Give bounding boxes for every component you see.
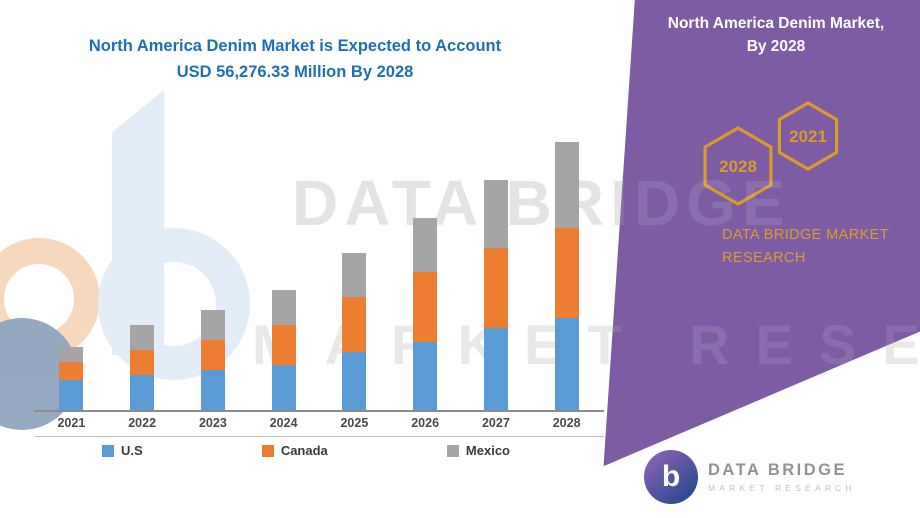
- bar-segment-mexico-2027: [483, 180, 508, 248]
- hexagon-2021-icon: [777, 101, 839, 171]
- bar-segment-mexico-2026: [413, 218, 438, 272]
- bar-slot-2028: [531, 120, 602, 410]
- x-axis-label-2021: 2021: [57, 416, 86, 430]
- bar-segment-canada-2027: [483, 248, 508, 328]
- bar-segment-us-2027: [483, 328, 508, 410]
- bar-column-2027: [483, 180, 508, 410]
- bar-segment-us-2025: [342, 352, 367, 410]
- bar-segment-us-2022: [130, 375, 155, 410]
- bar-slot-2027: [461, 120, 532, 410]
- bar-segment-us-2024: [271, 365, 296, 410]
- hexagon-2028-icon: [703, 126, 773, 206]
- bar-segment-canada-2022: [130, 350, 155, 375]
- legend-label-mexico: Mexico: [465, 443, 510, 458]
- bar-slot-2025: [319, 120, 390, 410]
- bar-column-2024: [271, 290, 296, 410]
- x-axis-labels: 2021 2022 2023 2024 2025 2026 2027 2028: [36, 416, 602, 430]
- bar-segment-canada-2024: [271, 325, 296, 365]
- bar-column-2026: [413, 218, 438, 410]
- bar-slot-2023: [178, 120, 249, 410]
- bar-column-2025: [342, 253, 367, 410]
- hexagon-2028-label: 2028: [719, 157, 757, 176]
- footer-logo-text: DATA BRIDGE MARKET RESEARCH: [708, 461, 856, 493]
- x-axis-label-2025: 2025: [340, 416, 369, 430]
- legend-swatch-canada: [261, 444, 274, 457]
- bar-column-2023: [200, 310, 225, 410]
- axis-underline: [34, 436, 604, 437]
- brand-text: DATA BRIDGE MARKET RESEARCH: [722, 224, 889, 270]
- bar-segment-mexico-2028: [554, 142, 579, 228]
- dbmr-logo-icon: b: [644, 450, 698, 504]
- legend-label-canada: Canada: [280, 443, 328, 458]
- bar-slot-2026: [390, 120, 461, 410]
- chart-title-line1: North America Denim Market is Expected t…: [88, 37, 502, 55]
- legend-swatch-mexico: [446, 444, 459, 457]
- bar-column-2028: [554, 142, 579, 410]
- x-axis-label-2028: 2028: [552, 416, 581, 430]
- bar-segment-us-2026: [413, 342, 438, 410]
- footer-logo: b DATA BRIDGE MARKET RESEARCH: [644, 450, 856, 504]
- bar-slot-2024: [248, 120, 319, 410]
- x-axis-label-2026: 2026: [411, 416, 440, 430]
- bar-segment-mexico-2022: [130, 325, 155, 350]
- panel-title-line2: By 2028: [746, 38, 806, 56]
- x-axis-label-2023: 2023: [198, 416, 227, 430]
- bars-area: [36, 120, 602, 410]
- legend-item-us: U.S: [102, 443, 143, 458]
- bar-segment-us-2023: [200, 370, 225, 410]
- bar-segment-mexico-2024: [271, 290, 296, 325]
- footer-logo-subtitle: MARKET RESEARCH: [708, 483, 856, 493]
- bar-column-2022: [130, 325, 155, 410]
- bar-slot-2022: [107, 120, 178, 410]
- x-axis-label-2022: 2022: [128, 416, 157, 430]
- legend-item-canada: Canada: [261, 443, 328, 458]
- x-axis-line: [34, 410, 604, 412]
- panel-title-line1: North America Denim Market,: [667, 15, 885, 32]
- panel-title: North America Denim Market, By 2028: [640, 12, 912, 59]
- x-axis-label-2027: 2027: [481, 416, 510, 430]
- bar-segment-mexico-2021: [59, 347, 84, 362]
- legend-label-us: U.S: [121, 443, 143, 458]
- x-axis-label-2024: 2024: [269, 416, 298, 430]
- chart-title-line2: USD 56,276.33 Million By 2028: [176, 62, 414, 81]
- dbmr-logo-glyph: b: [661, 460, 681, 493]
- bar-segment-us-2028: [554, 318, 579, 410]
- watermark-overlay-line1: DATA BRIDGE: [292, 167, 791, 239]
- year-hexagons: 2028 2021: [703, 101, 839, 206]
- bar-segment-canada-2023: [200, 340, 225, 370]
- brand-text-line1: DATA BRIDGE MARKET: [722, 227, 889, 243]
- legend-swatch-us: [102, 444, 114, 457]
- bar-segment-canada-2025: [342, 297, 367, 352]
- bar-segment-canada-2026: [413, 272, 438, 342]
- bar-segment-canada-2021: [59, 362, 84, 380]
- chart-title: North America Denim Market is Expected t…: [55, 34, 535, 85]
- bar-column-2021: [59, 347, 84, 410]
- hexagon-2021-label: 2021: [789, 127, 827, 146]
- brand-text-line2: RESEARCH: [722, 250, 806, 267]
- bar-segment-mexico-2025: [342, 253, 367, 297]
- footer-logo-name: DATA BRIDGE: [708, 461, 848, 479]
- bar-segment-mexico-2023: [200, 310, 225, 340]
- bar-slot-2021: [36, 120, 107, 410]
- legend-item-mexico: Mexico: [446, 443, 510, 458]
- bar-segment-us-2021: [59, 380, 84, 410]
- chart-legend: U.S Canada Mexico: [102, 443, 510, 458]
- bar-segment-canada-2028: [554, 228, 579, 318]
